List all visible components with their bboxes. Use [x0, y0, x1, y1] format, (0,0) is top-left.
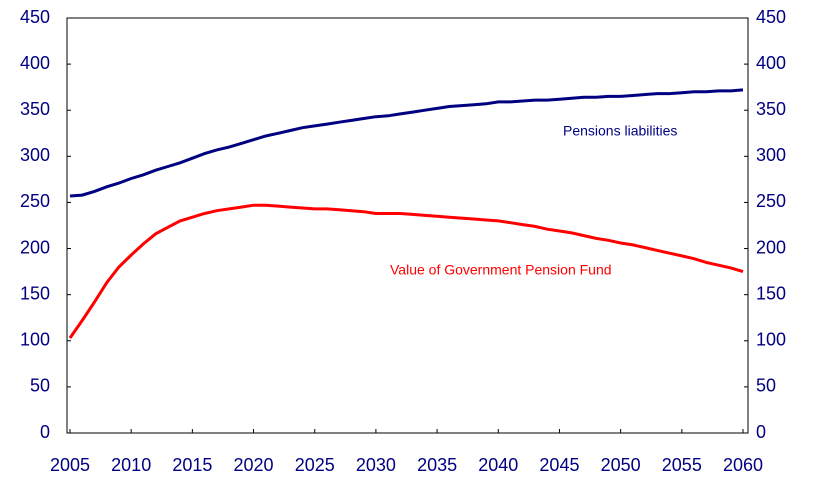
x-tick-label: 2005	[50, 455, 90, 475]
x-tick-label: 2060	[723, 455, 763, 475]
series-label: Value of Government Pension Fund	[390, 262, 612, 278]
x-tick-label: 2025	[295, 455, 335, 475]
y2-tick-label: 0	[756, 422, 766, 442]
series-label: Pensions liabilities	[563, 123, 677, 139]
series-line	[68, 203, 744, 339]
y-tick-label: 400	[20, 53, 50, 73]
y2-tick-label: 450	[756, 7, 786, 27]
y-tick-label: 300	[20, 145, 50, 165]
x-tick-label: 2010	[111, 455, 151, 475]
y-tick-label: 250	[20, 191, 50, 211]
y2-tick-label: 300	[756, 145, 786, 165]
y-tick-label: 200	[20, 237, 50, 257]
x-tick-label: 2050	[601, 455, 641, 475]
plot-frame	[66, 17, 749, 434]
y2-tick-label: 100	[756, 330, 786, 350]
x-tick-label: 2015	[172, 455, 212, 475]
y-tick-label: 150	[20, 283, 50, 303]
x-tick-label: 2045	[539, 455, 579, 475]
y-tick-label: 450	[20, 7, 50, 27]
y-tick-label: 100	[20, 330, 50, 350]
y2-tick-label: 350	[756, 99, 786, 119]
series-line	[69, 88, 744, 198]
x-tick-label: 2035	[417, 455, 457, 475]
x-tick-label: 2020	[234, 455, 274, 475]
y2-tick-label: 400	[756, 53, 786, 73]
x-tick-label: 2030	[356, 455, 396, 475]
y2-tick-label: 250	[756, 191, 786, 211]
x-tick-label: 2055	[662, 455, 702, 475]
x-tick-label: 2040	[478, 455, 518, 475]
y2-tick-label: 150	[756, 283, 786, 303]
y2-tick-label: 200	[756, 237, 786, 257]
y-tick-label: 350	[20, 99, 50, 119]
y-tick-label: 0	[40, 422, 50, 442]
y2-tick-label: 50	[756, 376, 776, 396]
y-tick-label: 50	[30, 376, 50, 396]
